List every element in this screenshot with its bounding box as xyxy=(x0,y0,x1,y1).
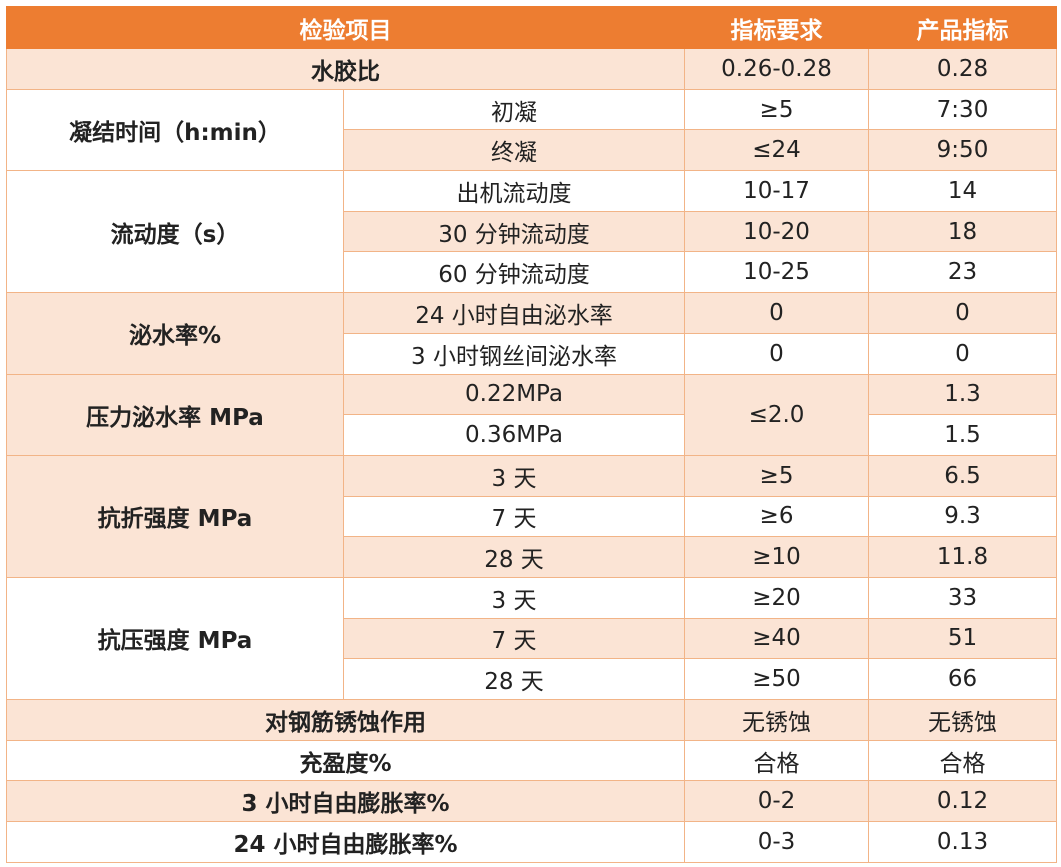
value-cell: 0.13 xyxy=(868,821,1057,863)
requirement-cell: ≤2.0 xyxy=(684,373,869,456)
sub-item-cell: 60 分钟流动度 xyxy=(343,251,685,294)
value-cell: 14 xyxy=(868,170,1057,212)
item-name: 泌水率% xyxy=(6,292,344,375)
sub-item-cell: 3 天 xyxy=(343,454,685,497)
requirement-cell: ≥40 xyxy=(684,617,869,660)
requirement-cell: 0-3 xyxy=(684,821,869,863)
header-item: 检验项目 xyxy=(6,6,685,49)
requirement-cell: ≤24 xyxy=(684,129,869,172)
header-row: 检验项目 指标要求 产品指标 xyxy=(6,6,1057,49)
value-cell: 合格 xyxy=(868,739,1057,782)
item-name: 压力泌水率 MPa xyxy=(6,373,344,456)
value-cell: 66 xyxy=(868,658,1057,700)
value-cell: 无锈蚀 xyxy=(868,699,1057,741)
value-cell: 33 xyxy=(868,576,1057,619)
requirement-cell: 0.26-0.28 xyxy=(684,48,869,90)
item-name: 充盈度% xyxy=(6,739,685,782)
sub-item-cell: 终凝 xyxy=(343,129,685,172)
value-cell: 0 xyxy=(868,332,1057,375)
table-row: 凝结时间（h:min） 初凝 ≥5 7:30 xyxy=(6,88,1057,172)
requirement-cell: 合格 xyxy=(684,739,869,782)
table-row: 7 天 ≥40 51 xyxy=(7,617,1057,660)
requirement-cell: ≥6 xyxy=(684,495,869,538)
table-row: 泌水率% 24 小时自由泌水率 0 0 xyxy=(6,292,1057,375)
value-cell: 23 xyxy=(868,251,1057,294)
sub-item-cell: 0.36MPa xyxy=(343,414,685,456)
requirement-cell: 无锈蚀 xyxy=(684,699,869,741)
table-row: 28 天 ≥50 66 xyxy=(7,658,1057,700)
sub-item-cell: 3 小时钢丝间泌水率 xyxy=(343,332,685,375)
value-cell: 51 xyxy=(868,617,1057,660)
value-cell: 0 xyxy=(868,292,1057,334)
table-row: 24 小时自由膨胀率% 0-3 0.13 xyxy=(6,821,1057,863)
item-name: 对钢筋锈蚀作用 xyxy=(6,699,685,741)
value-cell: 1.3 xyxy=(868,373,1057,416)
value-cell: 0.12 xyxy=(868,780,1057,823)
item-name: 水胶比 xyxy=(6,48,685,90)
requirement-cell: 10-25 xyxy=(684,251,869,294)
sub-item-cell: 24 小时自由泌水率 xyxy=(343,292,685,334)
table-row: 3 小时钢丝间泌水率 0 0 xyxy=(7,332,1057,375)
value-cell: 1.5 xyxy=(868,414,1057,456)
table-row: 抗压强度 MPa 3 天 ≥20 33 xyxy=(6,576,1057,701)
value-cell: 9:50 xyxy=(868,129,1057,172)
table-row: 终凝 ≤24 9:50 xyxy=(7,129,1057,172)
requirement-cell: ≥5 xyxy=(684,454,869,497)
requirement-cell: 0 xyxy=(684,292,869,334)
table-row: 充盈度% 合格 合格 xyxy=(6,739,1057,782)
requirement-cell: ≥10 xyxy=(684,536,869,578)
item-name: 流动度（s） xyxy=(6,170,344,294)
sub-item-cell: 0.22MPa xyxy=(343,373,685,416)
table-row: 水胶比 0.26-0.28 0.28 xyxy=(6,48,1057,90)
requirement-cell: 0-2 xyxy=(684,780,869,823)
table-row: 60 分钟流动度 10-25 23 xyxy=(7,251,1057,294)
value-cell: 0.28 xyxy=(868,48,1057,90)
sub-item-cell: 出机流动度 xyxy=(343,170,685,212)
table-row: 7 天 ≥6 9.3 xyxy=(7,495,1057,538)
table-row: 流动度（s） 出机流动度 10-17 14 xyxy=(6,170,1057,294)
item-name: 3 小时自由膨胀率% xyxy=(6,780,685,823)
header-product-value: 产品指标 xyxy=(868,6,1057,49)
requirement-cell: ≥20 xyxy=(684,576,869,619)
value-cell: 18 xyxy=(868,210,1057,253)
value-cell: 11.8 xyxy=(868,536,1057,578)
table-row: 压力泌水率 MPa 0.22MPa ≤2.0 1.3 xyxy=(6,373,1057,456)
item-name: 24 小时自由膨胀率% xyxy=(6,821,685,863)
table-row: 抗折强度 MPa 3 天 ≥5 6.5 xyxy=(6,454,1057,578)
table-row: 对钢筋锈蚀作用 无锈蚀 无锈蚀 xyxy=(6,699,1057,741)
table-row: 30 分钟流动度 10-20 18 xyxy=(7,210,1057,253)
sub-item-cell: 3 天 xyxy=(343,576,685,619)
value-cell: 7:30 xyxy=(868,88,1057,131)
item-name: 凝结时间（h:min） xyxy=(6,88,344,172)
requirement-cell: 10-17 xyxy=(684,170,869,212)
header-requirement: 指标要求 xyxy=(684,6,869,49)
requirement-cell: 0 xyxy=(684,332,869,375)
table-row: 0.36MPa 1.5 xyxy=(7,414,1057,456)
requirement-cell: ≥5 xyxy=(684,88,869,131)
requirement-cell: 10-20 xyxy=(684,210,869,253)
sub-item-cell: 初凝 xyxy=(343,88,685,131)
table-row: 3 小时自由膨胀率% 0-2 0.12 xyxy=(6,780,1057,823)
sub-item-cell: 7 天 xyxy=(343,495,685,538)
value-cell: 6.5 xyxy=(868,454,1057,497)
item-name: 抗压强度 MPa xyxy=(6,576,344,701)
sub-item-cell: 28 天 xyxy=(343,536,685,578)
item-name: 抗折强度 MPa xyxy=(6,454,344,578)
sub-item-cell: 30 分钟流动度 xyxy=(343,210,685,253)
inspection-table: 检验项目 指标要求 产品指标 水胶比 0.26-0.28 0.28 凝结时间（h… xyxy=(6,6,1057,863)
requirement-cell: ≥50 xyxy=(684,658,869,700)
sub-item-cell: 7 天 xyxy=(343,617,685,660)
value-cell: 9.3 xyxy=(868,495,1057,538)
sub-item-cell: 28 天 xyxy=(343,658,685,700)
